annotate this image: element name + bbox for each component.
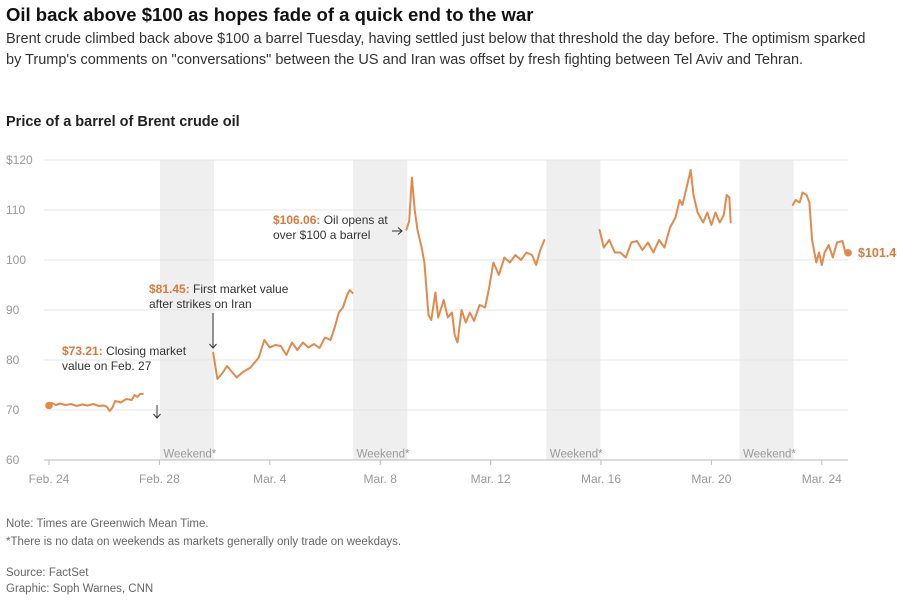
dek: Brent crude climbed back above $100 a ba… <box>6 31 866 68</box>
annotation-text: over $100 a barrel <box>273 228 370 242</box>
x-axis: Feb. 24 Feb. 28 Mar. 4 Mar. 8 Mar. 12 Mar. 16… <box>29 460 842 486</box>
y-tick-label: 70 <box>6 403 20 417</box>
last-value-label: $101.45 <box>858 246 897 260</box>
x-tick-label: Mar. 8 <box>364 472 398 486</box>
weekend-label: Weekend* <box>743 449 796 461</box>
y-tick-label: 80 <box>6 353 20 367</box>
weekend-label: Weekend* <box>357 449 410 461</box>
credit: Graphic: Soph Warnes, CNN <box>6 583 154 595</box>
price-series-segment <box>405 176 546 344</box>
x-tick-label: Mar. 12 <box>471 472 511 486</box>
price-series-segment <box>48 393 144 412</box>
price-series-segment <box>212 289 354 380</box>
x-tick-label: Feb. 28 <box>139 472 180 486</box>
annotation-value: $81.45: <box>149 282 190 296</box>
x-tick-label: Mar. 4 <box>253 472 287 486</box>
annotation-arrowhead <box>209 343 217 349</box>
annotation-arrowhead <box>153 413 161 419</box>
annotation-text: value on Feb. 27 <box>62 359 152 373</box>
y-tick-label: 110 <box>6 203 25 217</box>
note-times: Note: Times are Greenwich Mean Time. <box>6 518 209 530</box>
note-weekends: *There is no data on weekends as markets… <box>6 536 402 548</box>
source: Source: FactSet <box>6 567 89 579</box>
endpoint-dot <box>844 248 852 257</box>
x-tick-label: Mar. 16 <box>581 472 621 486</box>
annotation-text: $73.21: Closing market <box>62 344 187 358</box>
x-tick-label: Feb. 24 <box>29 472 70 486</box>
annotation-text: $81.45: First market value <box>149 282 289 296</box>
annotation-line: First market value <box>190 282 289 296</box>
annotation-value: $106.06: <box>273 213 320 227</box>
price-series-segment <box>598 169 732 259</box>
annotation-arrowhead <box>397 227 403 235</box>
y-tick-label: 60 <box>6 453 20 467</box>
endpoint-dots <box>45 248 852 410</box>
y-axis: $120 110 100 90 80 70 60 <box>6 153 33 467</box>
endpoint-dot <box>45 401 53 410</box>
y-tick-label: 90 <box>6 303 20 317</box>
grid-lines <box>44 159 848 461</box>
annotation-text: after strikes on Iran <box>149 297 252 311</box>
annotation-line: Closing market <box>103 344 187 358</box>
price-line <box>48 169 849 412</box>
y-tick-label: 100 <box>6 253 26 267</box>
weekend-label: Weekend* <box>550 449 603 461</box>
weekend-label: Weekend* <box>163 449 216 461</box>
x-tick-label: Mar. 20 <box>691 472 731 486</box>
brent-price-chart: Weekend* Weekend* Weekend* Weekend* $120 110… <box>6 153 897 486</box>
annotation-value: $73.21: <box>62 344 103 358</box>
chart-title: Price of a barrel of Brent crude oil <box>6 114 240 130</box>
price-series-segment <box>791 191 849 266</box>
headline: Oil back above $100 as hopes fade of a q… <box>6 4 534 25</box>
annotation-text: $106.06: Oil opens at <box>273 213 388 227</box>
y-tick-label: $120 <box>6 153 33 167</box>
annotation-line: Oil opens at <box>320 213 388 227</box>
x-tick-label: Mar. 24 <box>802 472 842 486</box>
